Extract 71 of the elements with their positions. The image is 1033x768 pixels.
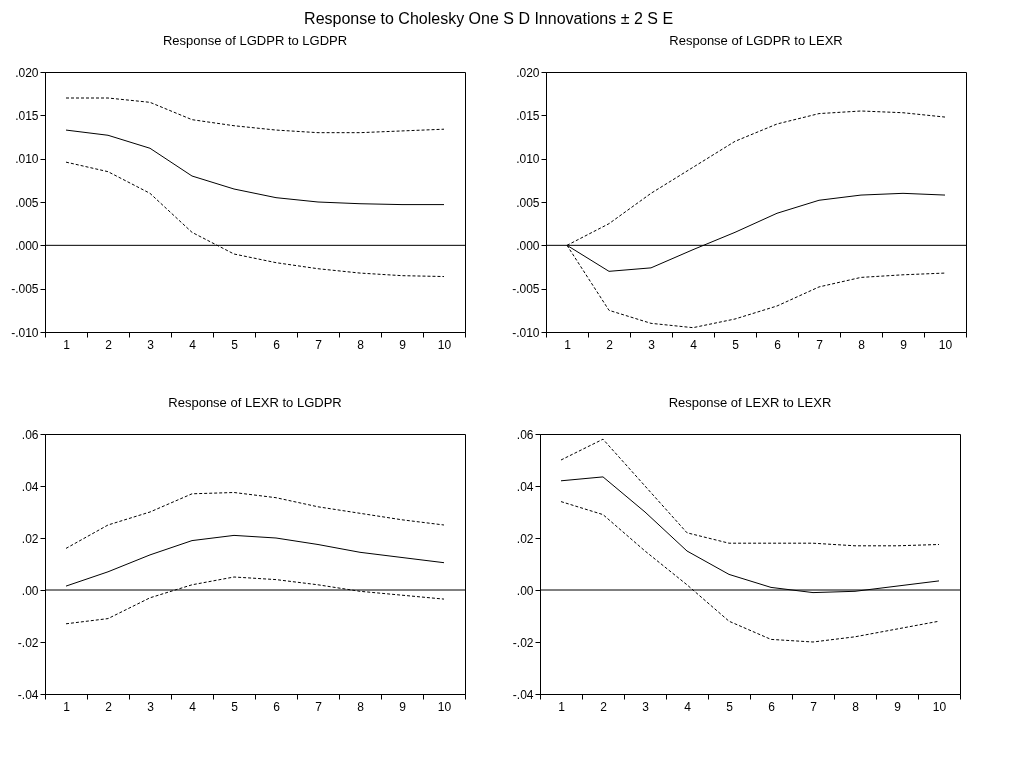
x-tick-label: 7	[315, 337, 323, 352]
x-tick-label: 4	[189, 337, 197, 352]
x-tick-label: 6	[273, 337, 281, 352]
x-tick-label: 1	[564, 337, 572, 352]
x-tick-label: 4	[684, 699, 692, 714]
x-tick-label: 2	[600, 699, 608, 714]
x-tick-label: 3	[147, 699, 155, 714]
y-tick-label: .015	[516, 108, 540, 123]
y-tick-label: .04	[516, 479, 534, 494]
x-tick-label: 9	[399, 699, 407, 714]
x-tick-label: 1	[63, 337, 71, 352]
y-tick-label: -.005	[512, 282, 540, 297]
x-tick-label: 8	[852, 699, 860, 714]
x-tick-label: 5	[231, 337, 239, 352]
y-tick-label: .010	[15, 152, 39, 167]
x-tick-label: 5	[231, 699, 239, 714]
y-tick-label: -.04	[512, 687, 534, 702]
x-tick-label: 10	[938, 337, 953, 352]
x-tick-label: 10	[932, 699, 947, 714]
y-tick-label: -.005	[11, 282, 39, 297]
x-tick-label: 6	[774, 337, 782, 352]
y-tick-label: .06	[516, 427, 534, 442]
y-tick-label: .020	[15, 65, 39, 80]
y-tick-label: .00	[516, 583, 534, 598]
x-tick-label: 4	[690, 337, 698, 352]
x-tick-label: 8	[357, 699, 365, 714]
x-tick-label: 9	[399, 337, 407, 352]
x-tick-label: 3	[642, 699, 650, 714]
y-tick-label: -.010	[11, 325, 39, 340]
x-tick-label: 7	[816, 337, 824, 352]
y-tick-label: .005	[15, 195, 39, 210]
x-tick-label: 3	[648, 337, 656, 352]
y-tick-label: .02	[516, 531, 534, 546]
y-tick-label: .015	[15, 108, 39, 123]
x-tick-label: 6	[273, 699, 281, 714]
x-tick-label: 2	[606, 337, 614, 352]
x-tick-label: 3	[147, 337, 155, 352]
x-tick-label: 5	[732, 337, 740, 352]
y-tick-label: .000	[15, 238, 39, 253]
x-tick-label: 1	[558, 699, 566, 714]
x-tick-label: 1	[63, 699, 71, 714]
y-tick-label: .00	[21, 583, 39, 598]
x-tick-label: 8	[858, 337, 866, 352]
x-tick-label: 5	[726, 699, 734, 714]
chart-title: Response of LGDPR to LEXR	[669, 33, 843, 48]
y-tick-label: -.04	[17, 687, 39, 702]
text: Response to Cholesky One S D Innovations ± 2 S E	[304, 9, 674, 27]
y-tick-label: -.010	[512, 325, 540, 340]
y-tick-label: -.02	[512, 635, 534, 650]
x-tick-label: 9	[900, 337, 908, 352]
y-tick-label: .010	[516, 152, 540, 167]
x-tick-label: 10	[437, 337, 452, 352]
x-tick-label: 6	[768, 699, 776, 714]
x-tick-label: 7	[315, 699, 323, 714]
x-tick-label: 4	[189, 699, 197, 714]
y-tick-label: .02	[21, 531, 39, 546]
x-tick-label: 9	[894, 699, 902, 714]
y-tick-label: .06	[21, 427, 39, 442]
x-tick-label: 2	[105, 337, 113, 352]
y-tick-label: .020	[516, 65, 540, 80]
chart-title: Response of LEXR to LGDPR	[168, 395, 342, 410]
chart-title: Response of LEXR to LEXR	[668, 395, 832, 410]
y-tick-label: .005	[516, 195, 540, 210]
chart-title: Response of LGDPR to LGDPR	[162, 33, 348, 48]
y-tick-label: .000	[516, 238, 540, 253]
y-tick-label: .04	[21, 479, 39, 494]
x-tick-label: 2	[105, 699, 113, 714]
x-tick-label: 8	[357, 337, 365, 352]
y-tick-label: -.02	[17, 635, 39, 650]
x-tick-label: 7	[810, 699, 818, 714]
x-tick-label: 10	[437, 699, 452, 714]
